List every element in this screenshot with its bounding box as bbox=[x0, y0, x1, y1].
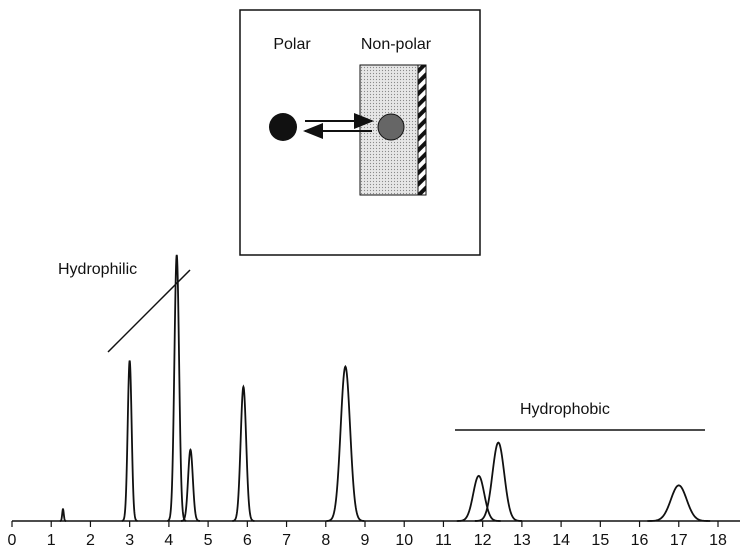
x-tick-label: 7 bbox=[282, 532, 291, 549]
x-tick-label: 2 bbox=[86, 532, 95, 549]
peak bbox=[232, 384, 255, 522]
polar-molecule bbox=[269, 113, 297, 141]
peak bbox=[456, 474, 501, 522]
x-tick-label: 6 bbox=[243, 532, 252, 549]
inset-label: Non-polar bbox=[361, 36, 432, 53]
annotation: Hydrophilic bbox=[58, 261, 137, 278]
x-tick-label: 1 bbox=[47, 532, 56, 549]
x-tick-label: 18 bbox=[709, 532, 727, 549]
inset-frame bbox=[239, 9, 481, 256]
x-tick-label: 5 bbox=[204, 532, 213, 549]
annotation: Hydrophobic bbox=[520, 401, 610, 418]
x-tick-label: 16 bbox=[631, 532, 649, 549]
peak bbox=[121, 360, 138, 522]
x-tick-label: 14 bbox=[552, 532, 570, 549]
x-tick-label: 17 bbox=[670, 532, 688, 549]
inset-label: Polar bbox=[273, 36, 311, 53]
x-tick-label: 11 bbox=[435, 532, 452, 549]
nonpolar-molecule bbox=[377, 113, 405, 141]
x-tick-label: 9 bbox=[361, 532, 370, 549]
peak bbox=[167, 254, 187, 522]
x-tick-label: 0 bbox=[8, 532, 17, 549]
x-tick-label: 3 bbox=[125, 532, 134, 549]
peak bbox=[647, 484, 711, 522]
peak bbox=[180, 448, 200, 522]
support bbox=[417, 64, 427, 196]
x-tick-label: 10 bbox=[395, 532, 413, 549]
peak bbox=[326, 364, 365, 522]
x-tick-label: 13 bbox=[513, 532, 531, 549]
x-tick-label: 8 bbox=[321, 532, 330, 549]
inset: Polar Non-polar bbox=[239, 9, 481, 256]
peak bbox=[59, 507, 67, 522]
x-tick-label: 12 bbox=[474, 532, 492, 549]
peak bbox=[474, 441, 522, 522]
x-tick-label: 15 bbox=[591, 532, 609, 549]
x-tick-label: 4 bbox=[164, 532, 173, 549]
